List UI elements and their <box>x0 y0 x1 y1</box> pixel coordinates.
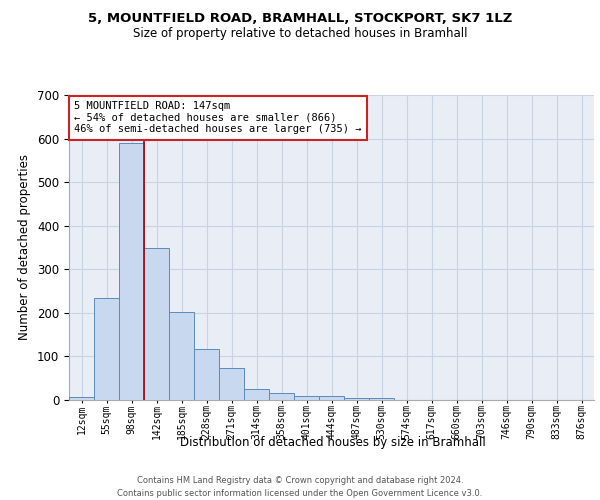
Text: 5, MOUNTFIELD ROAD, BRAMHALL, STOCKPORT, SK7 1LZ: 5, MOUNTFIELD ROAD, BRAMHALL, STOCKPORT,… <box>88 12 512 26</box>
Bar <box>294 396 319 400</box>
Bar <box>269 394 294 400</box>
Bar <box>219 368 244 400</box>
Bar <box>94 298 119 400</box>
Bar <box>244 389 269 400</box>
Y-axis label: Number of detached properties: Number of detached properties <box>19 154 31 340</box>
Bar <box>169 312 194 400</box>
Bar <box>344 398 369 400</box>
Text: Distribution of detached houses by size in Bramhall: Distribution of detached houses by size … <box>180 436 486 449</box>
Bar <box>194 349 219 400</box>
Text: Size of property relative to detached houses in Bramhall: Size of property relative to detached ho… <box>133 28 467 40</box>
Bar <box>119 143 144 400</box>
Text: Contains HM Land Registry data © Crown copyright and database right 2024.
Contai: Contains HM Land Registry data © Crown c… <box>118 476 482 498</box>
Bar <box>369 398 394 400</box>
Text: 5 MOUNTFIELD ROAD: 147sqm
← 54% of detached houses are smaller (866)
46% of semi: 5 MOUNTFIELD ROAD: 147sqm ← 54% of detac… <box>74 101 362 134</box>
Bar <box>69 396 94 400</box>
Bar <box>144 248 169 400</box>
Bar <box>319 396 344 400</box>
